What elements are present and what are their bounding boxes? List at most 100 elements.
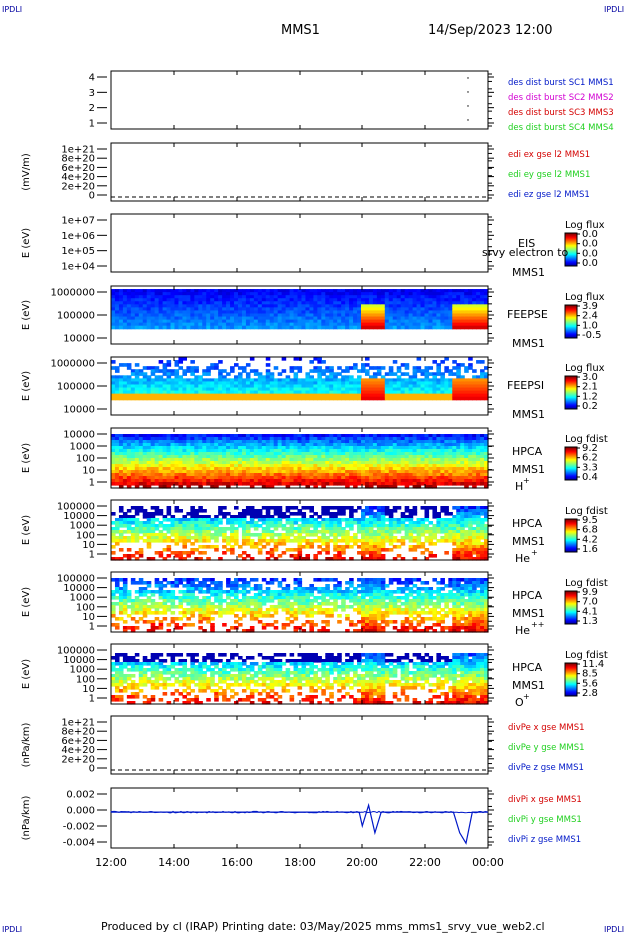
spectrogram-cell [111,360,116,364]
spectrogram-cell [159,369,164,373]
spectrogram-cell [123,554,128,558]
spectrogram-cell [317,326,322,330]
spectrogram-cell [250,524,255,528]
overlay-label: srvy electron to [482,246,569,259]
spacecraft-label: MMS1 [512,337,545,350]
spectrogram-cell [250,397,255,401]
spectrogram-cell [325,530,330,534]
spectrogram-cell [309,360,314,364]
y-tick-label: 1000 [70,442,95,453]
spectrogram-cell [480,360,485,364]
spectrogram-cell [135,326,140,330]
spectrogram-cell [218,482,223,486]
spectrogram-cell [321,397,326,401]
spectrogram-cell [198,509,203,513]
spectrogram-cell [230,539,235,543]
spectrogram-cell [262,521,267,525]
spectrogram-cell [365,357,370,361]
spectrogram-cell [401,482,406,486]
spectrogram-cell [167,530,172,534]
spectrogram-cell [365,326,370,330]
y-axis-label: E (eV) [21,300,32,330]
spectrogram-cell [262,539,267,543]
spectrogram-cell [202,545,207,549]
spectrogram-cell [337,512,342,516]
spectrogram-cell [290,369,295,373]
spectrogram-cell [460,482,465,486]
spectrogram-cell [460,397,465,401]
spectrogram-cell [317,545,322,549]
spectrogram-cell [250,326,255,330]
spectrogram-cell [174,509,179,513]
spectrogram-cell [309,369,314,373]
spectrogram-cell [317,482,322,486]
spectrogram-cell [405,397,410,401]
spectrogram-cell [329,539,334,543]
spectrogram-cell [341,397,346,401]
spectrogram-cell [405,326,410,330]
spectrogram-cell [294,539,299,543]
spectrogram-cell [167,539,172,543]
spectrogram-cell [198,545,203,549]
spectrogram-cell [167,548,172,552]
species-charge-label: + [523,476,530,485]
colorbar-tick-label: 0.2 [582,401,598,412]
spectrogram-cell [361,397,366,401]
spectrogram-cell [421,397,426,401]
spectrogram-cell [321,360,326,364]
spectrogram-cell [333,482,338,486]
burst-marker [467,77,468,78]
spectrogram-cell [171,397,176,401]
spectrogram-cell [234,506,239,510]
spectrogram-cell [266,397,271,401]
spectrogram-cell [206,545,211,549]
spectrogram-cell [278,542,283,546]
spectrogram-cell [452,372,457,376]
spectrogram-cell [337,372,342,376]
spectrogram-cell [294,530,299,534]
spectrogram-cell [139,536,144,540]
spectrogram-cell [218,326,223,330]
spectrogram-cell [278,524,283,528]
spectrogram-feepsi [111,357,489,400]
spectrogram-cell [262,397,267,401]
y-axis-label: E (eV) [21,228,32,258]
spectrogram-cell [472,369,477,373]
spectrogram-cell [365,363,370,367]
spectrogram-cell [206,539,211,543]
spectrogram-cell [194,369,199,373]
spectrogram-cell [123,363,128,367]
spectrogram-cell [155,518,160,522]
spectrogram-cell [202,482,207,486]
spectrogram-cell [301,530,306,534]
spectrogram-cell [286,521,291,525]
spectrogram-cell [135,551,140,555]
spectrogram-cell [178,326,183,330]
spectrogram-cell [401,363,406,367]
spectrogram-cell [258,397,263,401]
y-tick-label: 4 [89,73,95,84]
spectrogram-cell [182,482,187,486]
spectrogram-cell [190,551,195,555]
spectrogram-cell [226,542,231,546]
spectrogram-cell [254,527,259,531]
spectrogram-cell [115,397,120,401]
spectrogram-cell [254,372,259,376]
spectrogram-cell [480,397,485,401]
spectrogram-cell [309,397,314,401]
spectrogram-cell [309,509,314,513]
spectrogram-cell [198,551,203,555]
spectrogram-cell [317,397,322,401]
legend-entry: edi ex gse l2 MMS1 [508,150,590,160]
y-tick-label: 1e+06 [61,231,95,242]
spectrogram-cell [294,521,299,525]
spectrogram-cell [206,326,211,330]
spectrogram-cell [139,530,144,534]
spectrogram-cell [274,527,279,531]
spectrogram-cell [139,372,144,376]
y-tick-label: 0 [89,191,95,202]
spectrogram-cell [452,366,457,370]
spectrogram-cell [317,539,322,543]
panel-burst [97,71,494,129]
spectrogram-cell [393,360,398,364]
